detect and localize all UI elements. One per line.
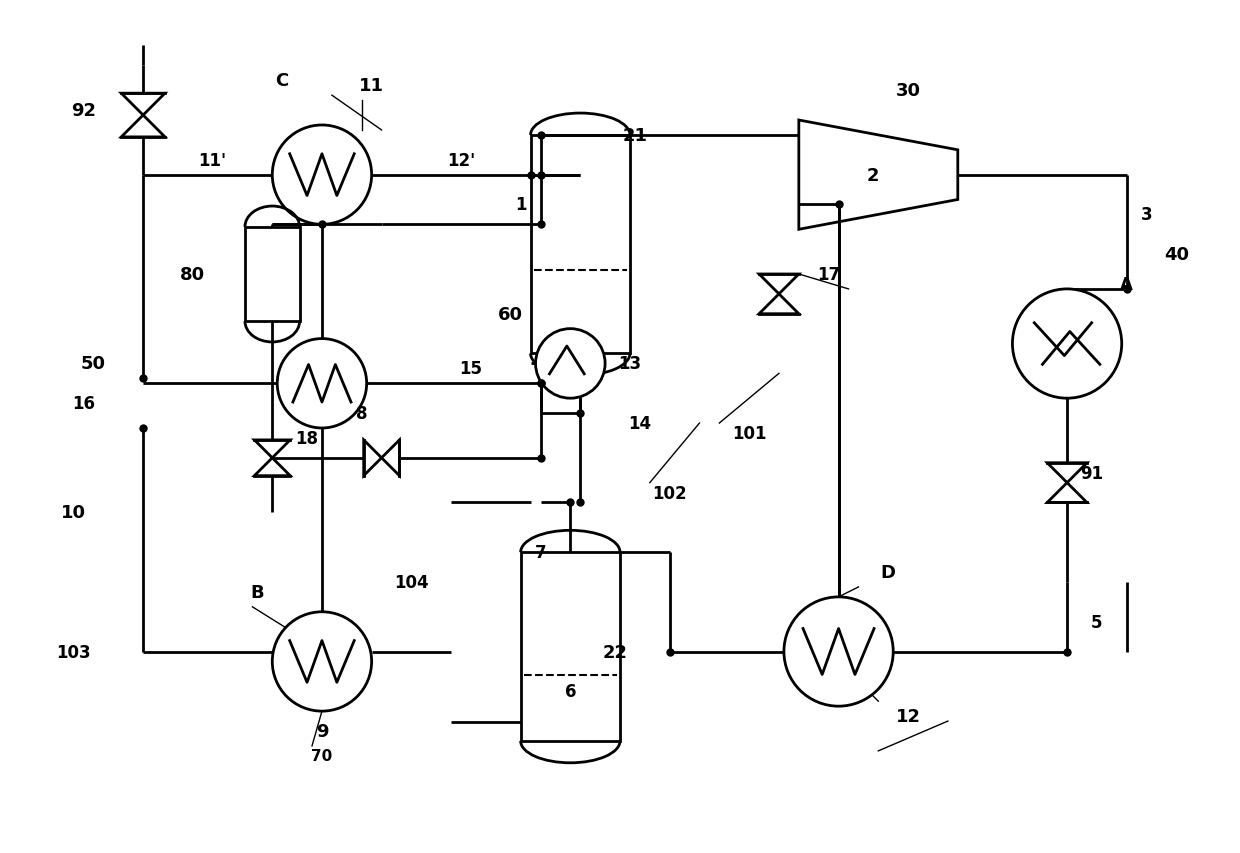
- Bar: [246, 228, 300, 322]
- Text: 17: 17: [817, 265, 841, 284]
- Text: 92: 92: [71, 102, 95, 120]
- Polygon shape: [1048, 463, 1087, 483]
- Circle shape: [1012, 289, 1122, 398]
- Text: 16: 16: [72, 395, 95, 413]
- Text: 15: 15: [460, 360, 482, 378]
- Text: B: B: [250, 583, 264, 601]
- Text: 12: 12: [895, 707, 920, 725]
- Text: 70: 70: [311, 748, 332, 763]
- Text: 13: 13: [619, 355, 641, 373]
- Polygon shape: [382, 440, 399, 476]
- Text: 9: 9: [316, 722, 329, 740]
- Text: 30: 30: [895, 82, 920, 100]
- Text: 11': 11': [198, 152, 227, 170]
- Text: 50: 50: [81, 355, 105, 373]
- Text: 5: 5: [1091, 613, 1102, 631]
- Polygon shape: [1048, 483, 1087, 503]
- Text: 11: 11: [360, 77, 384, 96]
- Text: 104: 104: [394, 573, 429, 591]
- Text: D: D: [880, 563, 895, 582]
- Circle shape: [536, 329, 605, 398]
- Text: 10: 10: [61, 504, 86, 522]
- Text: 1: 1: [515, 196, 527, 214]
- Text: 102: 102: [652, 484, 687, 502]
- Polygon shape: [759, 294, 799, 315]
- Text: C: C: [275, 73, 289, 90]
- Text: 14: 14: [629, 415, 651, 432]
- Polygon shape: [122, 116, 165, 137]
- Circle shape: [278, 339, 367, 428]
- Text: 101: 101: [732, 425, 766, 443]
- Polygon shape: [254, 458, 290, 476]
- Text: 91: 91: [1080, 464, 1104, 482]
- Text: 12': 12': [446, 152, 475, 170]
- Circle shape: [273, 126, 372, 225]
- Text: 6: 6: [564, 682, 577, 700]
- Text: 18: 18: [295, 429, 319, 447]
- Text: 21: 21: [622, 127, 647, 145]
- Polygon shape: [759, 275, 799, 294]
- Circle shape: [273, 612, 372, 711]
- Polygon shape: [799, 121, 957, 230]
- Circle shape: [784, 597, 893, 706]
- Text: 80: 80: [180, 265, 206, 284]
- Text: 60: 60: [498, 305, 523, 323]
- Text: 22: 22: [603, 643, 627, 661]
- Bar: [531, 136, 630, 354]
- Polygon shape: [363, 440, 382, 476]
- Text: A: A: [1120, 276, 1133, 293]
- Text: 40: 40: [1164, 246, 1189, 264]
- Text: 8: 8: [356, 404, 367, 422]
- Bar: [521, 553, 620, 741]
- Text: 3: 3: [1141, 206, 1152, 224]
- Text: 2: 2: [867, 166, 879, 184]
- Polygon shape: [122, 94, 165, 116]
- Text: 7: 7: [534, 543, 547, 561]
- Polygon shape: [254, 440, 290, 458]
- Text: 103: 103: [56, 643, 91, 661]
